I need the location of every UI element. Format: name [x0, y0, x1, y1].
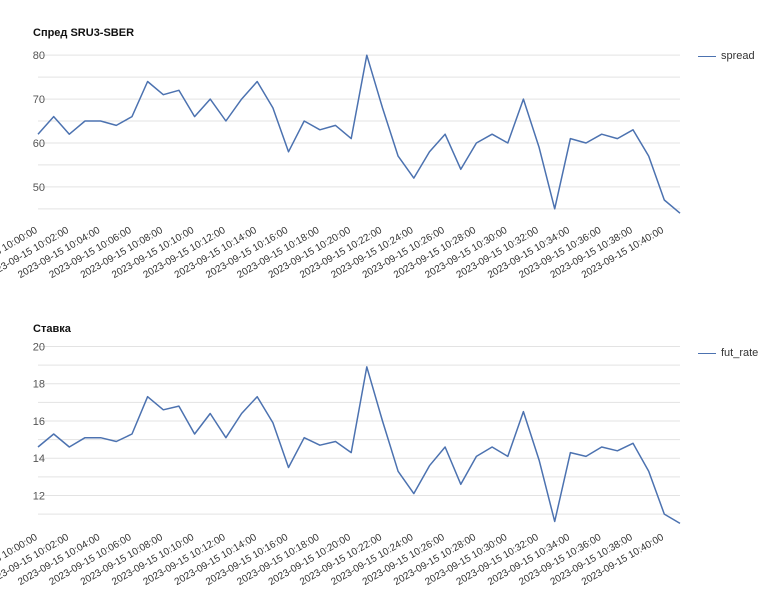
y-tick-label: 80: [33, 50, 45, 62]
legend-line-icon: [698, 352, 716, 354]
series-line-spread: [37, 54, 681, 214]
y-tick-label: 12: [33, 490, 45, 502]
y-tick-label: 70: [33, 94, 45, 106]
chart-title-spread: Спред SRU3-SBER: [33, 27, 135, 39]
legend-label-spread: spread: [721, 50, 755, 62]
legend-label-rate: fut_rate: [721, 347, 758, 359]
chart-title-rate: Ставка: [33, 323, 71, 335]
y-tick-label: 20: [33, 341, 45, 353]
y-tick-label: 50: [33, 182, 45, 194]
y-tick-label: 14: [33, 453, 45, 465]
y-tick-label: 60: [33, 138, 45, 150]
series-line-fut_rate: [37, 366, 681, 525]
y-tick-label: 16: [33, 416, 45, 428]
y-tick-label: 18: [33, 379, 45, 391]
legend-line-icon: [698, 55, 716, 57]
legend-rate: fut_rate: [698, 347, 758, 359]
legend-spread: spread: [698, 50, 755, 62]
